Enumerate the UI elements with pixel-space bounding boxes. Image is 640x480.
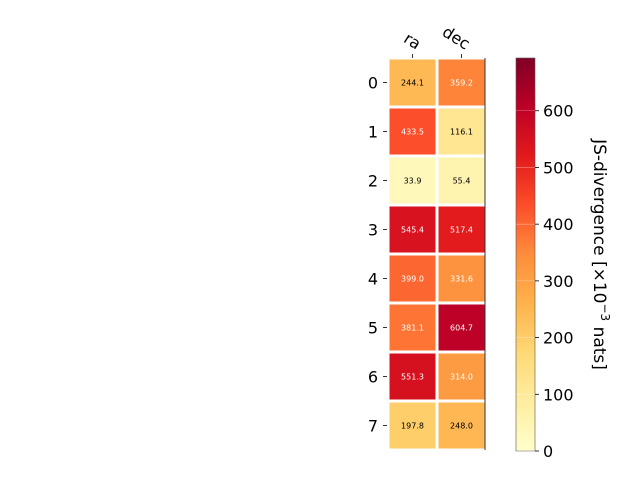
row-tick-label: 5 <box>368 319 378 338</box>
heatmap-cell-3-dec <box>438 206 485 253</box>
heatmap-cell-1-ra <box>389 108 436 155</box>
heatmap-cell-2-ra <box>389 157 436 204</box>
heatmap-cell-4-ra <box>389 255 436 302</box>
heatmap-cell-3-ra <box>389 206 436 253</box>
cell-value-label: 197.8 <box>401 422 424 431</box>
cell-value-label: 116.1 <box>450 128 473 137</box>
row-tick-label: 2 <box>368 172 378 191</box>
cell-value-label: 604.7 <box>450 324 473 333</box>
heatmap-cells <box>389 59 485 449</box>
colorbar-label: JS-divergence [×10−3 nats] <box>589 138 612 370</box>
heatmap-cell-6-dec <box>438 353 485 400</box>
cell-value-label: 359.2 <box>450 79 473 88</box>
cell-value-label: 244.1 <box>401 79 424 88</box>
cell-value-label: 33.9 <box>404 177 422 186</box>
heatmap-cell-6-ra <box>389 353 436 400</box>
colorbar-label-unit: nats] <box>589 321 609 370</box>
colorbar-tick-label: 200 <box>543 329 574 348</box>
cell-value-label: 545.4 <box>401 226 424 235</box>
cell-value-label: 55.4 <box>453 177 471 186</box>
row-tick-label: 3 <box>368 221 378 240</box>
cell-value-label: 551.3 <box>401 373 424 382</box>
cell-value-label: 399.0 <box>401 275 424 284</box>
colorbar-tick-label: 0 <box>543 442 553 461</box>
colorbar-frame <box>515 57 536 452</box>
row-tick-label: 4 <box>368 270 378 289</box>
colorbar-tick-label: 500 <box>543 158 574 177</box>
cell-value-label: 433.5 <box>401 128 424 137</box>
row-tick-label: 7 <box>368 417 378 436</box>
cell-value-label: 381.1 <box>401 324 424 333</box>
colorbar-tick-label: 600 <box>543 102 574 121</box>
heatmap-cell-5-ra <box>389 304 436 351</box>
column-tick-label: dec <box>439 22 473 53</box>
cell-value-label: 248.0 <box>450 422 473 431</box>
row-tick-label: 1 <box>368 123 378 142</box>
colorbar-tick-label: 100 <box>543 385 574 404</box>
colorbar-tick-label: 400 <box>543 215 574 234</box>
heatmap-cell-2-dec <box>438 157 485 204</box>
colorbar-tick-label: 300 <box>543 272 574 291</box>
heatmap-cell-5-dec <box>438 304 485 351</box>
colorbar: 0 100 200 300 400 500 600 JS-divergence [×10−3 … <box>515 57 612 461</box>
colorbar-gradient <box>516 58 535 451</box>
row-tick-label: 0 <box>368 74 378 93</box>
colorbar-label-exponent: −3 <box>598 303 612 321</box>
cell-value-label: 314.0 <box>450 373 473 382</box>
heatmap-cell-7-dec <box>438 402 485 449</box>
cell-value-label: 517.4 <box>450 226 473 235</box>
column-tick-label: ra <box>400 29 424 54</box>
cell-value-label: 331.6 <box>450 275 473 284</box>
heatmap-cell-4-dec <box>438 255 485 302</box>
colorbar-label-main: JS-divergence [×10 <box>589 138 609 303</box>
heatmap-cell-0-ra <box>389 59 436 106</box>
heatmap-cell-7-ra <box>389 402 436 449</box>
heatmap-cell-0-dec <box>438 59 485 106</box>
heatmap-value-labels: 244.1 359.2 433.5 116.1 33.9 55.4 545.4 517.4 39… <box>401 79 473 431</box>
heatmap-cell-1-dec <box>438 108 485 155</box>
row-tick-label: 6 <box>368 368 378 387</box>
